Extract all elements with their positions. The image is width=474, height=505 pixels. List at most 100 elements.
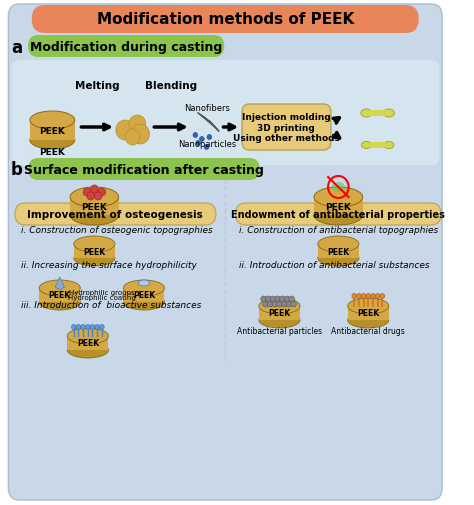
Circle shape [87, 192, 94, 200]
Ellipse shape [67, 342, 109, 358]
Circle shape [261, 296, 266, 302]
Text: PEEK: PEEK [83, 247, 105, 256]
Circle shape [83, 189, 91, 196]
Polygon shape [70, 197, 118, 216]
Ellipse shape [138, 280, 149, 286]
Ellipse shape [30, 112, 75, 130]
Ellipse shape [123, 294, 164, 311]
Text: Antibacterial drugs: Antibacterial drugs [331, 326, 405, 335]
Ellipse shape [259, 313, 300, 328]
Text: Improvement of osteogenesis: Improvement of osteogenesis [27, 210, 203, 220]
Circle shape [200, 137, 204, 142]
Circle shape [91, 186, 98, 193]
Ellipse shape [332, 183, 345, 192]
Text: PEEK: PEEK [268, 309, 291, 318]
Ellipse shape [70, 206, 118, 226]
Polygon shape [123, 288, 164, 302]
Text: PEEK: PEEK [357, 309, 379, 318]
Circle shape [289, 296, 294, 302]
Circle shape [380, 294, 384, 299]
Circle shape [286, 301, 292, 308]
Circle shape [280, 296, 285, 302]
Circle shape [98, 189, 106, 196]
Text: PEEK: PEEK [49, 291, 71, 300]
Circle shape [284, 296, 290, 302]
Text: Antibacterial particles: Antibacterial particles [237, 326, 322, 335]
Circle shape [265, 296, 271, 302]
Text: Nanofibers: Nanofibers [184, 104, 230, 112]
Circle shape [270, 296, 276, 302]
Polygon shape [55, 277, 64, 290]
Circle shape [352, 294, 356, 299]
Circle shape [81, 325, 85, 330]
Text: i. Construction of osteogenic topographies: i. Construction of osteogenic topographi… [20, 225, 212, 234]
Ellipse shape [361, 142, 372, 149]
Circle shape [125, 130, 140, 146]
Text: Melting: Melting [75, 81, 119, 91]
Circle shape [263, 301, 268, 308]
Circle shape [85, 325, 90, 330]
FancyBboxPatch shape [11, 61, 439, 166]
Text: Modification methods of PEEK: Modification methods of PEEK [97, 12, 354, 26]
Ellipse shape [70, 188, 118, 208]
Text: Hydrophilic groups: Hydrophilic groups [69, 289, 135, 295]
Text: PEEK: PEEK [327, 247, 349, 256]
Circle shape [275, 296, 281, 302]
Ellipse shape [318, 250, 359, 267]
Ellipse shape [39, 280, 81, 296]
Text: Surface modification after casting: Surface modification after casting [24, 163, 264, 176]
Circle shape [90, 325, 95, 330]
Text: ii. Introduction of antibacterial substances: ii. Introduction of antibacterial substa… [239, 261, 430, 270]
Polygon shape [370, 143, 385, 148]
Text: iii. Introduction of  bioactive substances: iii. Introduction of bioactive substance… [20, 301, 201, 310]
Ellipse shape [259, 298, 300, 315]
FancyBboxPatch shape [32, 6, 419, 34]
Text: PEEK: PEEK [82, 202, 107, 211]
Circle shape [129, 116, 146, 134]
Circle shape [116, 121, 135, 141]
Text: a: a [11, 39, 22, 57]
Text: i. Construction of antibacterial topographies: i. Construction of antibacterial topogra… [239, 225, 438, 234]
Polygon shape [370, 111, 385, 117]
Polygon shape [67, 336, 109, 350]
Circle shape [72, 325, 76, 330]
Ellipse shape [74, 250, 115, 267]
Circle shape [361, 294, 366, 299]
Circle shape [131, 125, 149, 145]
Ellipse shape [384, 142, 394, 149]
Circle shape [272, 301, 278, 308]
FancyBboxPatch shape [28, 36, 224, 58]
Text: b: b [11, 161, 23, 179]
FancyBboxPatch shape [236, 204, 441, 226]
Text: Nanoparticles: Nanoparticles [178, 139, 237, 148]
Text: PEEK: PEEK [326, 202, 351, 211]
Text: PEEK: PEEK [39, 126, 65, 135]
Text: PEEK: PEEK [77, 339, 99, 348]
Circle shape [100, 325, 104, 330]
Circle shape [94, 192, 102, 200]
Circle shape [356, 294, 361, 299]
Ellipse shape [314, 206, 363, 226]
Text: ii. Increasing the surface hydrophilicity: ii. Increasing the surface hydrophilicit… [20, 261, 196, 270]
Ellipse shape [74, 236, 115, 252]
Ellipse shape [361, 110, 372, 118]
Polygon shape [348, 307, 389, 320]
Circle shape [193, 133, 198, 138]
FancyBboxPatch shape [242, 105, 331, 150]
FancyBboxPatch shape [28, 159, 260, 181]
Ellipse shape [123, 280, 164, 296]
Circle shape [375, 294, 380, 299]
Ellipse shape [67, 328, 109, 344]
Polygon shape [259, 307, 300, 320]
Circle shape [366, 294, 371, 299]
Polygon shape [30, 121, 75, 141]
Ellipse shape [30, 132, 75, 149]
Text: Hydrophilic coating: Hydrophilic coating [68, 294, 136, 300]
Polygon shape [318, 244, 359, 259]
Circle shape [204, 145, 209, 150]
Text: PEEK: PEEK [39, 147, 65, 157]
Polygon shape [74, 244, 115, 259]
Ellipse shape [348, 313, 389, 328]
Circle shape [267, 301, 273, 308]
Polygon shape [39, 288, 81, 302]
